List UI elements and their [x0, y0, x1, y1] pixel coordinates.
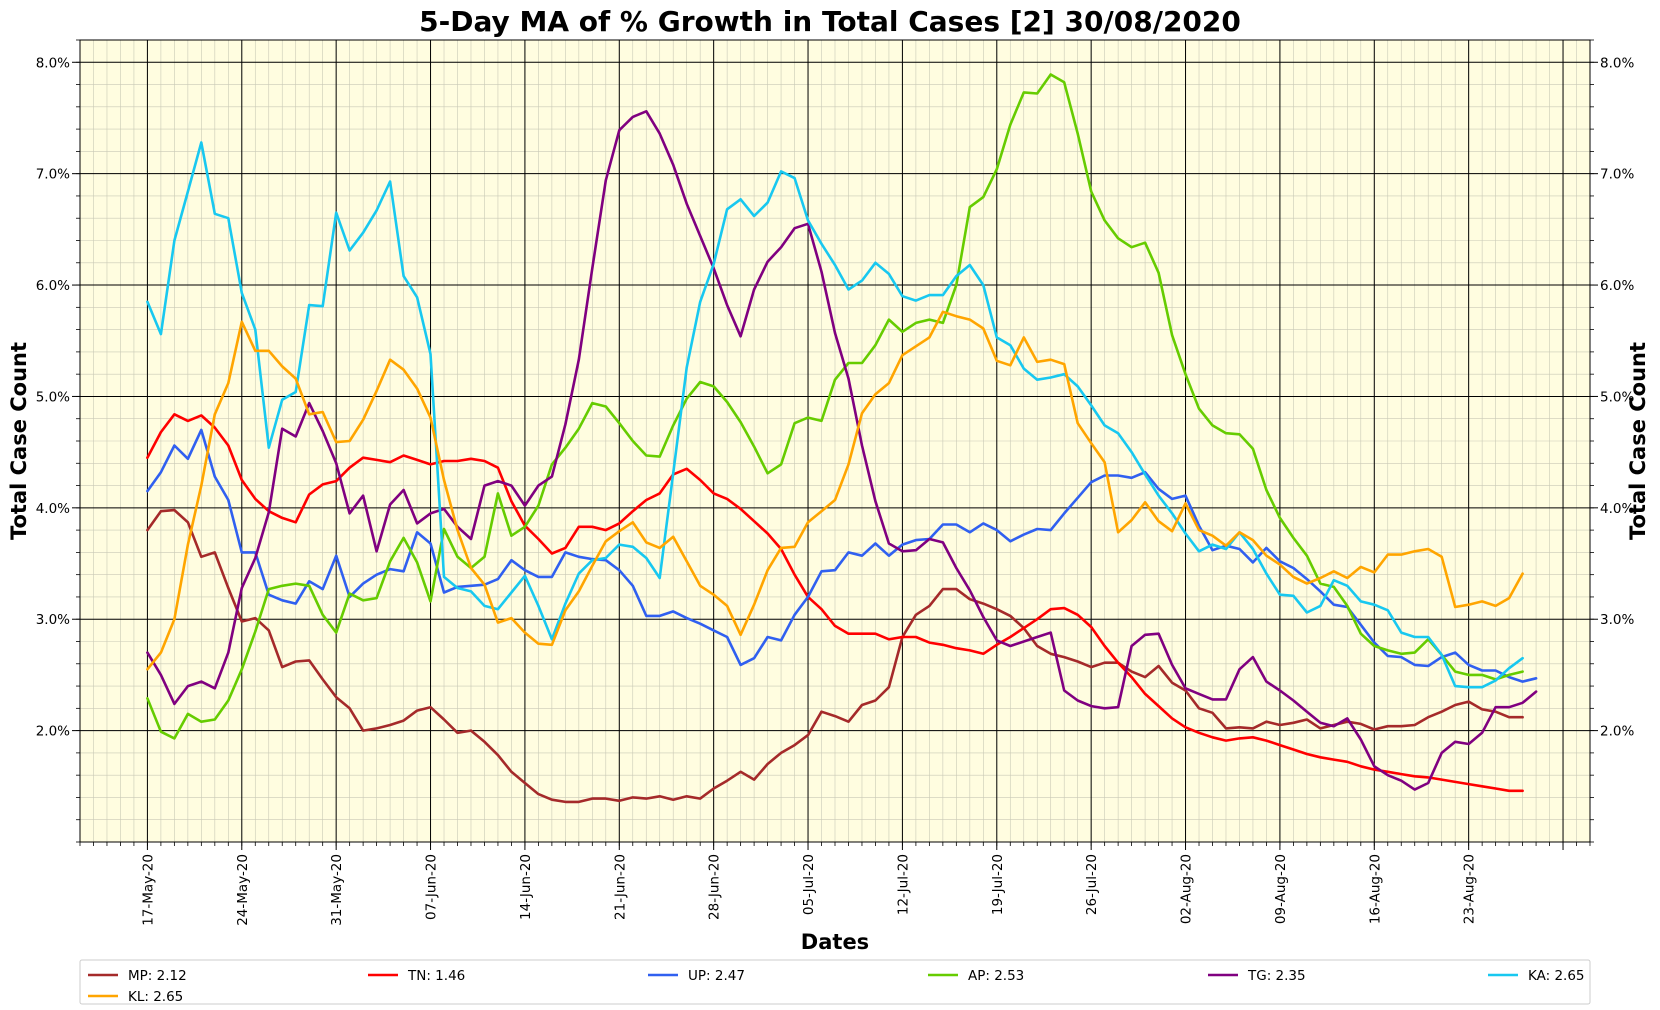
x-axis-title: Dates — [801, 930, 869, 954]
series-line-tg — [146, 110, 1538, 791]
chart-title: 5-Day MA of % Growth in Total Cases [2] … — [419, 5, 1241, 38]
series-layer — [146, 73, 1538, 804]
legend-label-mp: MP: 2.12 — [128, 968, 187, 984]
x-tick-label: 21-Jun-20 — [612, 854, 628, 920]
x-tick-label: 05-Jul-20 — [801, 854, 817, 915]
y-axis-title-right: Total Case Count — [1626, 342, 1650, 540]
x-tick-label: 28-Jun-20 — [707, 854, 723, 920]
y-tick-label-left: 4.0% — [36, 501, 70, 517]
y-tick-label-right: 7.0% — [1600, 167, 1634, 183]
y-tick-label-right: 8.0% — [1600, 55, 1634, 71]
series-line-ap — [146, 73, 1524, 740]
major-grid — [80, 40, 1590, 842]
axis-tick-labels: 2.0% 2.0% 3.0% 3.0% 4.0% 4.0% 5.0% 5.0% 6.0% 6.0%… — [36, 55, 1635, 926]
x-tick-label: 02-Aug-20 — [1179, 854, 1195, 924]
legend-label-tg: TG: 2.35 — [1247, 968, 1306, 984]
series-line-tn — [146, 412, 1524, 793]
x-tick-label: 16-Aug-20 — [1367, 854, 1383, 924]
series-line-mp — [146, 508, 1524, 804]
x-tick-label: 19-Jul-20 — [990, 854, 1006, 915]
legend-label-kl: KL: 2.65 — [128, 989, 183, 1005]
legend-label-ka: KA: 2.65 — [1528, 968, 1585, 984]
axis-ticks — [72, 39, 1598, 850]
x-tick-label: 23-Aug-20 — [1462, 854, 1478, 924]
x-tick-label: 14-Jun-20 — [518, 854, 534, 920]
y-tick-label-right: 4.0% — [1600, 501, 1634, 517]
y-axis-title-left: Total Case Count — [7, 342, 31, 540]
y-tick-label-left: 5.0% — [36, 389, 70, 405]
legend-label-ap: AP: 2.53 — [968, 968, 1024, 984]
x-tick-label: 12-Jul-20 — [895, 854, 911, 915]
y-tick-label-right: 5.0% — [1600, 389, 1634, 405]
y-tick-label-left: 8.0% — [36, 55, 70, 71]
x-tick-label: 17-May-20 — [140, 854, 156, 926]
series-line-kl — [146, 310, 1524, 671]
x-tick-label: 09-Aug-20 — [1273, 854, 1289, 924]
x-tick-label: 26-Jul-20 — [1084, 854, 1100, 915]
y-tick-label-left: 2.0% — [36, 724, 70, 740]
y-tick-label-left: 7.0% — [36, 167, 70, 183]
series-line-ka — [146, 141, 1524, 689]
x-tick-label: 31-May-20 — [329, 854, 345, 926]
x-tick-label: 07-Jun-20 — [424, 854, 440, 920]
y-tick-label-right: 2.0% — [1600, 724, 1634, 740]
legend-label-tn: TN: 1.46 — [407, 968, 465, 984]
legend: MP: 2.12 TN: 1.46 UP: 2.47 AP: 2.53 TG: 2.35… — [88, 968, 1585, 1005]
series-line-up — [146, 428, 1538, 683]
y-tick-label-right: 3.0% — [1600, 612, 1634, 628]
y-tick-label-left: 3.0% — [36, 612, 70, 628]
y-tick-label-left: 6.0% — [36, 278, 70, 294]
legend-label-up: UP: 2.47 — [688, 968, 745, 984]
x-tick-label: 24-May-20 — [235, 854, 251, 926]
y-tick-label-right: 6.0% — [1600, 278, 1634, 294]
legend-box — [79, 959, 1591, 1005]
